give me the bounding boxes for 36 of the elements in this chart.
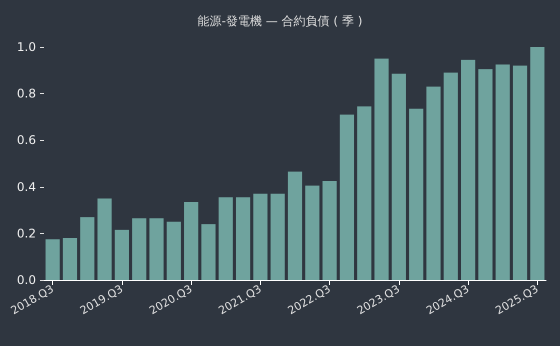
bar: [512, 66, 528, 280]
bar: [236, 197, 250, 280]
bar: [478, 69, 493, 280]
bar: [166, 222, 181, 280]
bar: [409, 108, 424, 280]
bar: [461, 60, 476, 280]
y-tick-label: 0.2: [16, 226, 36, 240]
y-tick-label: 0.4: [16, 180, 36, 194]
y-tick-label: 1.0: [16, 40, 36, 54]
bar: [530, 47, 544, 280]
bar: [97, 198, 112, 280]
chart-title: 能源-發電機 — 合約負債 ( 季 ): [198, 14, 362, 28]
bar: [322, 180, 337, 280]
bar: [132, 218, 146, 280]
bar: [305, 186, 320, 280]
bar: [253, 194, 268, 280]
bar: [270, 194, 285, 280]
bar: [444, 72, 458, 280]
bar: [374, 58, 389, 280]
bar: [340, 114, 354, 280]
y-tick-label: 0.6: [16, 133, 36, 148]
y-tick-label: 0.0: [16, 273, 36, 287]
bar: [496, 64, 510, 280]
bar: [392, 74, 406, 280]
bar: [46, 239, 60, 280]
bar: [114, 230, 129, 280]
bar: [80, 217, 94, 280]
bar: [184, 202, 198, 280]
bar: [357, 106, 372, 280]
bar: [426, 86, 441, 280]
bar: [288, 172, 302, 280]
bar: [218, 197, 233, 280]
bar: [149, 218, 164, 280]
y-tick-label: 0.8: [16, 86, 36, 101]
bar: [62, 238, 78, 280]
bar: [201, 224, 216, 280]
